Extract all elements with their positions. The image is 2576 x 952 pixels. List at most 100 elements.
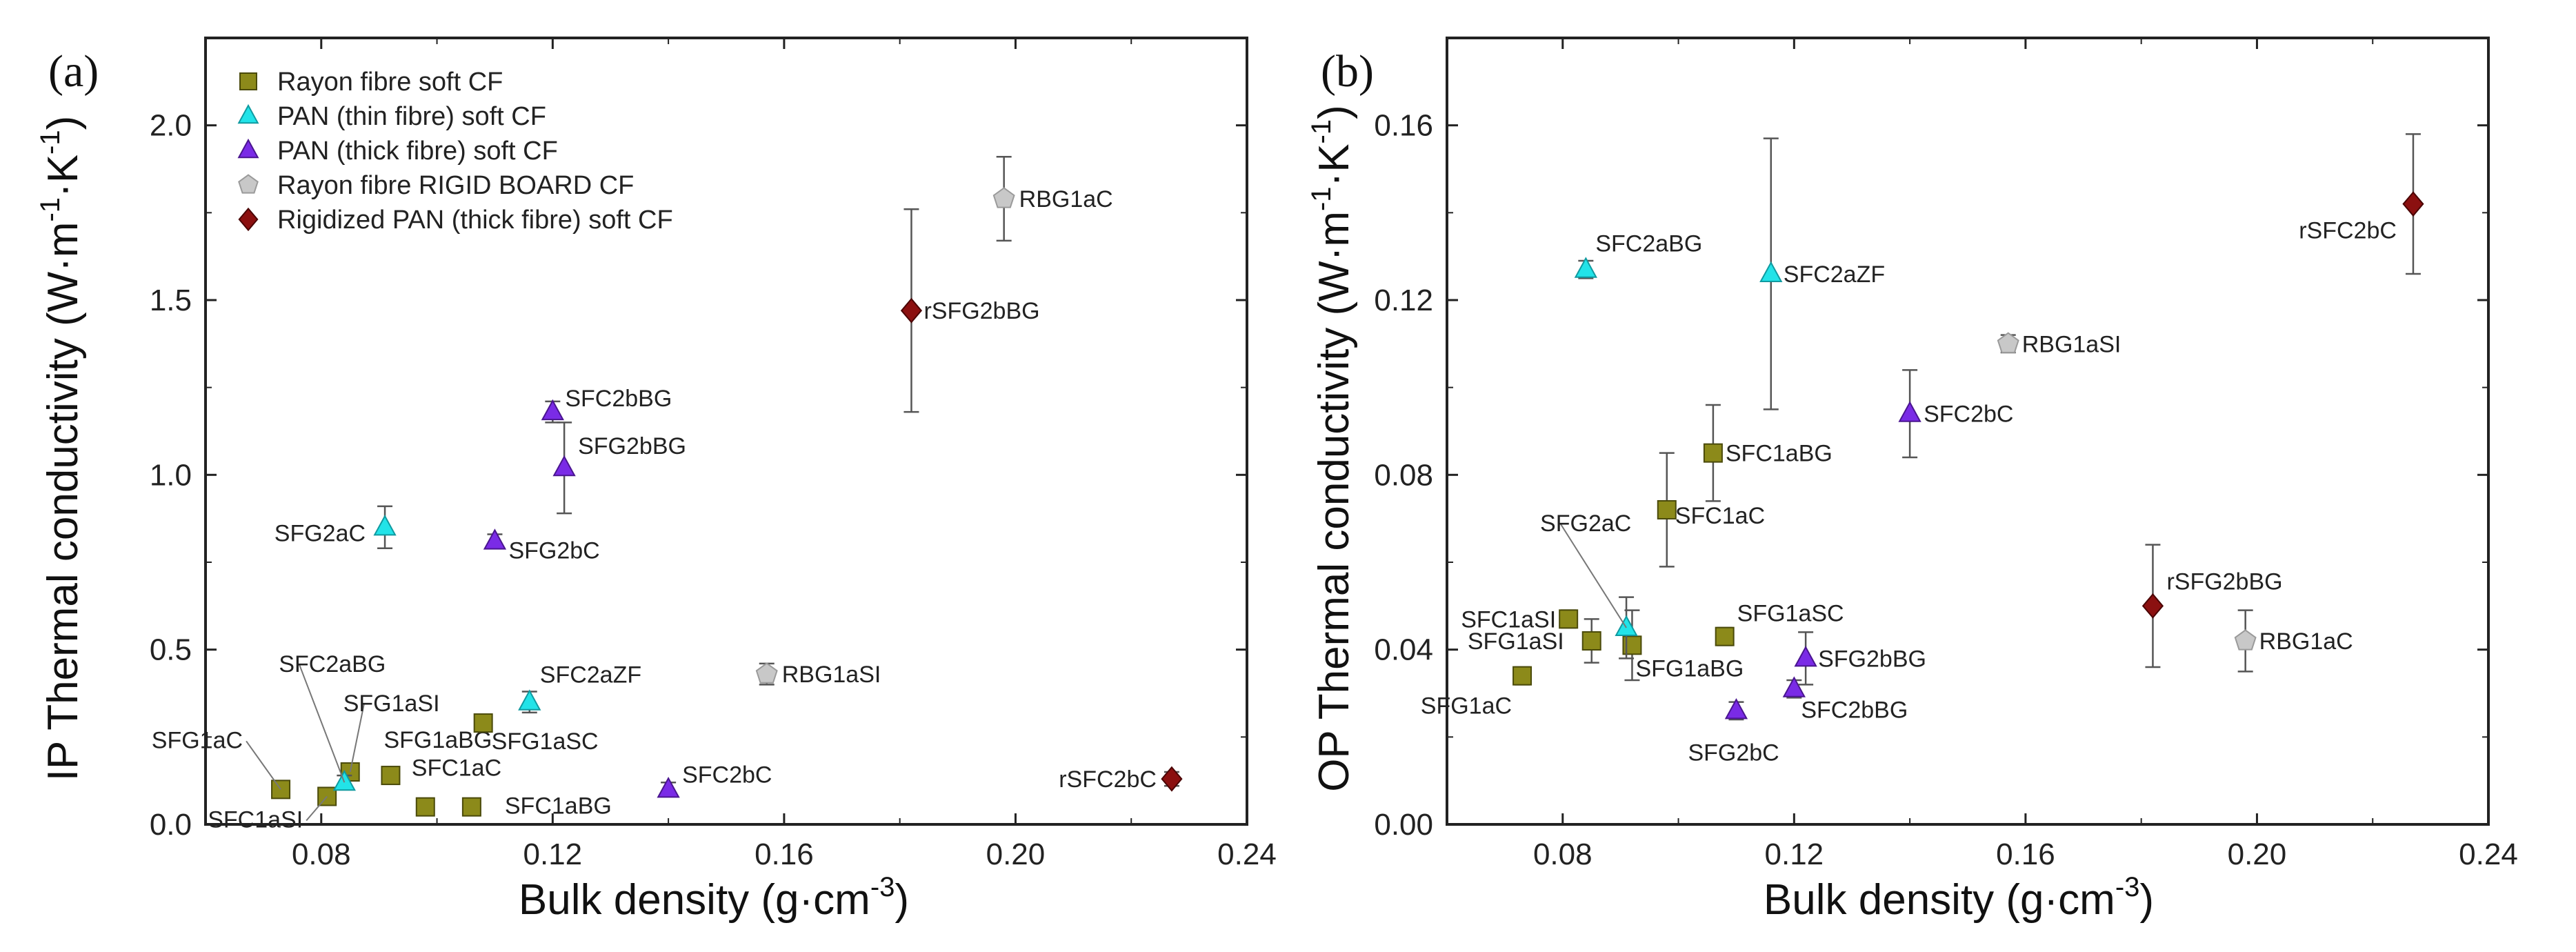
data-point-SFG1aBG: SFG1aBG [381, 727, 492, 786]
legend-label: PAN (thin fibre) soft CF [277, 102, 546, 131]
data-point-SFC2aBG: SFC2aBG [1574, 231, 1702, 279]
point-label: SFC2aZF [1784, 261, 1885, 288]
point-label: SFG1aSC [492, 728, 599, 755]
marker-diamond [2141, 593, 2164, 619]
data-point-SFG2aC: SFG2aC [1540, 510, 1638, 660]
y-tick-label: 0.0 [150, 808, 192, 842]
data-point-SFC1aSI: SFC1aSI [208, 786, 337, 833]
panel-a-label: (a) [48, 46, 99, 97]
marker-triangle [518, 689, 541, 711]
data-point-SFG2bBG: SFG2bBG [1794, 631, 1926, 686]
legend-label: Rayon fibre RIGID BOARD CF [277, 171, 634, 200]
legend-entry: Rayon fibre soft CF [239, 68, 503, 97]
point-label: SFC1aC [1675, 503, 1765, 529]
data-point-SFG2bC: SFG2bC [483, 528, 600, 564]
y-tick-label: 1.0 [150, 458, 192, 492]
marker-pentagon [992, 187, 1015, 208]
marker-triangle [1724, 698, 1748, 720]
x-tick-label: 0.20 [986, 837, 1046, 871]
point-label: SFG1aSC [1737, 601, 1844, 627]
data-point-SFC2aZF: SFC2aZF [1759, 137, 1885, 410]
point-label: RBG1aC [1019, 186, 1113, 212]
panel-b-y-axis-title: OP Thermal conductivity (W·m-1·K-1) [1306, 105, 1358, 792]
point-label: SFG2bBG [578, 433, 686, 459]
legend-marker-pentagon [238, 174, 259, 194]
data-point-SFC2bC: SFC2bC [657, 762, 772, 798]
panel-b-x-axis-title: Bulk density (g·cm-3) [1764, 872, 2154, 924]
x-tick-label: 0.16 [755, 837, 814, 871]
panel-a-y-axis-title: IP Thermal conductivity (W·m-1·K-1) [35, 116, 87, 782]
legend-label: Rayon fibre soft CF [277, 68, 503, 97]
point-label: SFC1aSI [208, 806, 303, 833]
x-tick-label: 0.20 [2228, 837, 2287, 871]
leader-line [1560, 524, 1627, 628]
point-label: rSFC2bC [1059, 766, 1157, 793]
legend-marker-triangle [237, 138, 259, 159]
marker-triangle [373, 515, 397, 536]
marker-diamond [1161, 766, 1183, 792]
legend-marker-triangle [237, 103, 259, 124]
point-label: RBG1aSI [782, 662, 881, 688]
data-point-rSFG2bBG: rSFG2bBG [900, 208, 1040, 413]
legend-entry: PAN (thin fibre) soft CF [237, 102, 546, 131]
marker-square [461, 797, 481, 817]
marker-square [1559, 609, 1579, 629]
leader-line [306, 795, 328, 822]
point-label: RBG1aC [2259, 628, 2353, 655]
data-point-SFG2aC: SFG2aC [274, 505, 397, 549]
data-point-SFG1aSI: SFG1aSI [1468, 618, 1601, 664]
marker-triangle [483, 528, 507, 550]
point-label: SFG2aC [274, 520, 366, 546]
marker-pentagon [2234, 629, 2257, 651]
x-tick-label: 0.08 [1533, 837, 1592, 871]
marker-diamond [2402, 191, 2424, 217]
marker-triangle [1794, 646, 1817, 667]
marker-square [1657, 500, 1677, 519]
legend-label: Rigidized PAN (thick fibre) soft CF [277, 206, 673, 235]
data-point-SFG1aSC: SFG1aSC [1715, 601, 1844, 646]
data-point-SFC2bBG: SFC2bBG [541, 386, 672, 424]
point-label: SFC2bC [682, 762, 772, 788]
marker-square [1715, 626, 1735, 646]
y-tick-label: 0.08 [1374, 458, 1433, 492]
panel-b-y-ticks: 0.00 0.04 0.08 0.12 0.16 [1374, 109, 1433, 842]
x-tick-label: 0.16 [1996, 837, 2055, 871]
data-point-SFC1aBG: SFC1aBG [461, 793, 612, 820]
y-tick-label: 0.16 [1374, 109, 1433, 143]
point-label: SFG1aSI [343, 691, 440, 717]
data-point-rSFG2bBG: rSFG2bBG [2141, 544, 2283, 668]
marker-diamond [900, 297, 923, 324]
panel-a-plot-frame [204, 37, 1248, 826]
marker-triangle [1615, 615, 1638, 637]
data-point-SFG2bBG: SFG2bBG [552, 422, 686, 515]
point-label: RBG1aSI [2022, 331, 2121, 357]
legend: Rayon fibre soft CF PAN (thin fibre) sof… [237, 68, 673, 235]
y-tick-label: 0.5 [150, 633, 192, 667]
data-point-RBG1aSI: RBG1aSI [1997, 331, 2121, 357]
data-point-SFG2bC: SFG2bC [1688, 698, 1779, 766]
y-tick-label: 0.12 [1374, 284, 1433, 317]
marker-triangle [1898, 401, 1921, 422]
point-label: SFC1aSI [1461, 606, 1556, 633]
data-point-RBG1aC: RBG1aC [2234, 609, 2353, 673]
panel-b-plot-frame [1446, 37, 2490, 826]
point-label: SFC2aBG [279, 651, 386, 677]
y-tick-label: 2.0 [150, 109, 192, 143]
point-label: SFG1aSI [1468, 628, 1564, 655]
x-tick-label: 0.12 [523, 837, 583, 871]
marker-square [381, 766, 401, 786]
point-label: SFC2aBG [1595, 231, 1702, 257]
marker-square [1512, 666, 1532, 686]
point-label: rSFC2bC [2299, 218, 2397, 244]
x-tick-label: 0.12 [1765, 837, 1824, 871]
marker-triangle [552, 455, 576, 477]
legend-entry: Rayon fibre RIGID BOARD CF [238, 171, 634, 200]
data-point-SFG1aSC: SFG1aSC [473, 713, 599, 755]
data-point-SFC1aSI: SFC1aSI [1461, 606, 1579, 633]
point-label: SFC2bBG [565, 386, 672, 412]
point-label: SFG1aC [152, 727, 243, 753]
panel-b-data-points: SFC1aSI SFG1aC SFG1aSI SFG1aBG SFC1aC SFC1aBG… [1421, 133, 2424, 766]
x-tick-label: 0.08 [292, 837, 351, 871]
y-tick-label: 0.00 [1374, 808, 1433, 842]
